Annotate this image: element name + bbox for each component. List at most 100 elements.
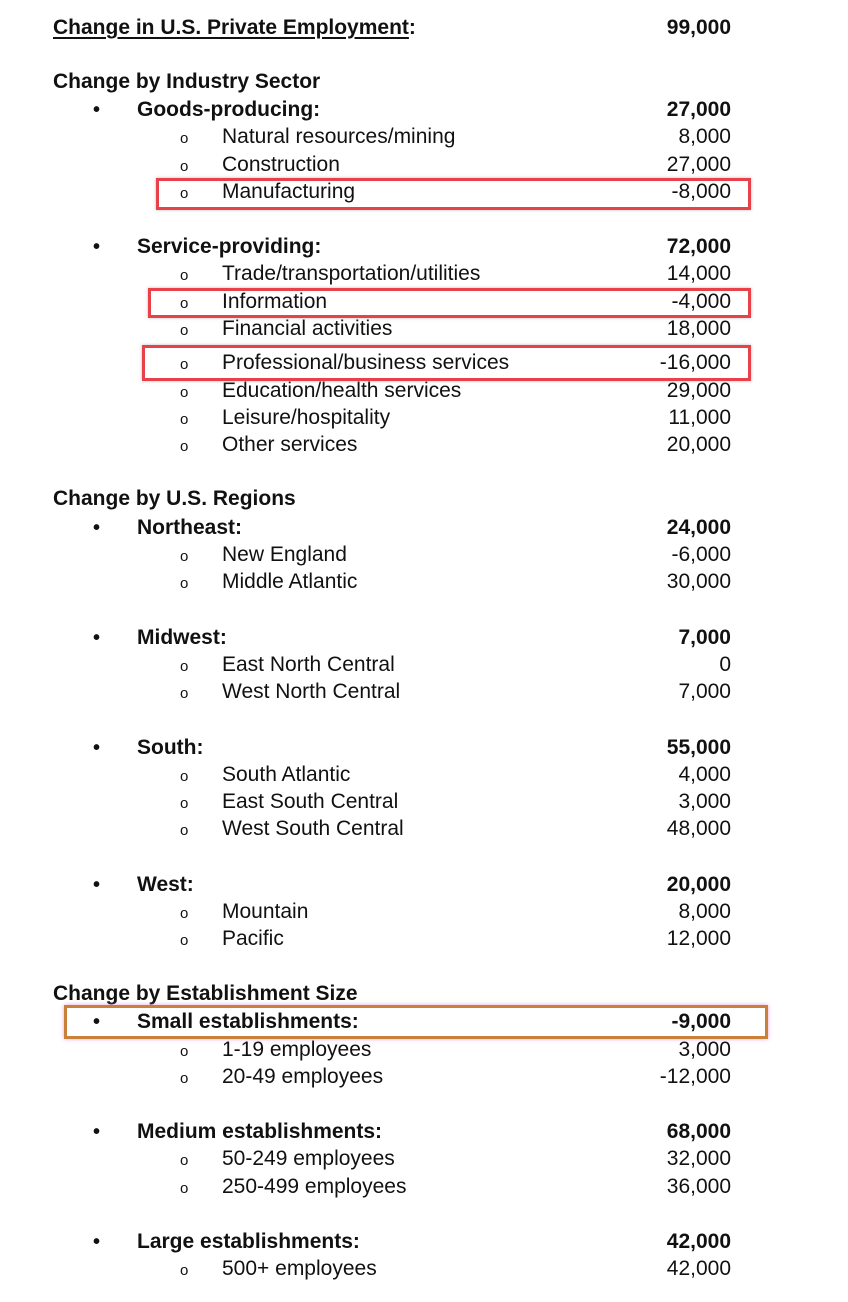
group-label: West: [137,873,194,896]
bullet-icon: • [93,517,101,539]
item-label: 50-249 employees [222,1147,395,1170]
item-label: Construction [222,153,340,176]
group-value: 27,000 [666,98,731,121]
sub-bullet-icon: o [180,322,189,339]
page-title-colon: : [408,16,416,39]
sub-bullet-icon: o [180,932,189,949]
sub-bullet-icon: o [180,1152,189,1169]
item-label: 20-49 employees [222,1065,384,1088]
sub-bullet-icon: o [180,1043,189,1060]
item-label: Mountain [222,900,309,923]
item-label: 250-499 employees [222,1175,407,1198]
group-row-large-establishments: • Large establishments: 42,000 [0,1228,848,1256]
item-row-west-north-central: o West North Central 7,000 [0,678,848,706]
group-row-northeast: • Northeast: 24,000 [0,514,848,542]
section-heading-us-regions: Change by U.S. Regions [53,487,296,510]
group-value: 42,000 [666,1230,731,1253]
item-value: 36,000 [666,1175,731,1198]
group-label: Northeast: [137,516,243,539]
group-row-west: • West: 20,000 [0,871,848,899]
sub-bullet-icon: o [180,438,189,455]
group-row-service-providing: • Service-providing: 72,000 [0,233,848,261]
item-label: Other services [222,433,358,456]
group-value: 68,000 [666,1120,731,1143]
item-label: East South Central [222,790,399,813]
item-value: 27,000 [666,153,731,176]
item-row-information: o Information -4,000 [0,288,848,316]
sub-bullet-icon: o [180,356,189,373]
item-row-south-atlantic: o South Atlantic 4,000 [0,761,848,789]
item-value: 20,000 [666,433,731,456]
item-row-natural-resources-mining: o Natural resources/mining 8,000 [0,123,848,151]
bullet-icon: • [93,627,101,649]
sub-bullet-icon: o [180,1070,189,1087]
sub-bullet-icon: o [180,130,189,147]
group-value: 7,000 [678,626,731,649]
group-row-goods-producing: • Goods-producing: 27,000 [0,96,848,124]
item-label: Middle Atlantic [222,570,358,593]
item-row-new-england: o New England -6,000 [0,541,848,569]
bullet-icon: • [93,1011,101,1033]
item-row-professional-business-services: o Professional/business services -16,000 [0,349,848,377]
item-row-pacific: o Pacific 12,000 [0,925,848,953]
group-label: Small establishments: [137,1010,359,1033]
item-value: 18,000 [666,317,731,340]
item-label: Leisure/hospitality [222,406,391,429]
item-label: Manufacturing [222,180,356,203]
item-row-east-south-central: o East South Central 3,000 [0,788,848,816]
item-value: -12,000 [659,1065,731,1088]
item-row-leisure-hospitality: o Leisure/hospitality 11,000 [0,404,848,432]
item-value: 11,000 [668,406,731,429]
sub-bullet-icon: o [180,384,189,401]
item-label: 500+ employees [222,1257,377,1280]
item-value: 42,000 [666,1257,731,1280]
item-row-education-health-services: o Education/health services 29,000 [0,377,848,405]
item-row-500-plus-employees: o 500+ employees 42,000 [0,1255,848,1283]
item-row-manufacturing: o Manufacturing -8,000 [0,178,848,206]
sub-bullet-icon: o [180,905,189,922]
sub-bullet-icon: o [180,575,189,592]
item-value: 7,000 [678,680,731,703]
sub-bullet-icon: o [180,658,189,675]
item-label: Professional/business services [222,351,510,374]
item-row-middle-atlantic: o Middle Atlantic 30,000 [0,568,848,596]
item-value: -16,000 [659,351,731,374]
group-label: Service-providing: [137,235,322,258]
highlight-box-information [148,288,751,318]
item-value: 3,000 [678,790,731,813]
item-value: 0 [719,653,731,676]
item-row-construction: o Construction 27,000 [0,151,848,179]
bullet-icon: • [93,874,101,896]
group-label: South: [137,736,204,759]
item-value: 12,000 [666,927,731,950]
item-label: Pacific [222,927,284,950]
bullet-icon: • [93,1121,101,1143]
sub-bullet-icon: o [180,685,189,702]
group-label: Midwest: [137,626,227,649]
section-heading-establishment-size: Change by Establishment Size [53,982,358,1005]
highlight-box-manufacturing [156,178,751,210]
item-label: East North Central [222,653,395,676]
bullet-icon: • [93,236,101,258]
sub-bullet-icon: o [180,822,189,839]
item-label: New England [222,543,347,566]
item-row-east-north-central: o East North Central 0 [0,651,848,679]
item-value: 29,000 [666,379,731,402]
page-title-label: Change in U.S. Private Employment [53,16,409,39]
item-value: 3,000 [678,1038,731,1061]
section-heading-industry-sector: Change by Industry Sector [53,70,321,93]
group-label: Medium establishments: [137,1120,383,1143]
item-row-other-services: o Other services 20,000 [0,431,848,459]
item-value: 8,000 [678,125,731,148]
item-label: West South Central [222,817,404,840]
page-title: Change in U.S. Private Employment: [53,14,416,42]
item-value: -4,000 [671,290,731,313]
sub-bullet-icon: o [180,768,189,785]
group-value: 55,000 [666,736,731,759]
item-label: Financial activities [222,317,393,340]
bullet-icon: • [93,737,101,759]
highlight-box-professional-business-services [142,345,751,381]
highlight-box-small-establishments [64,1005,768,1039]
group-label: Goods-producing: [137,98,321,121]
